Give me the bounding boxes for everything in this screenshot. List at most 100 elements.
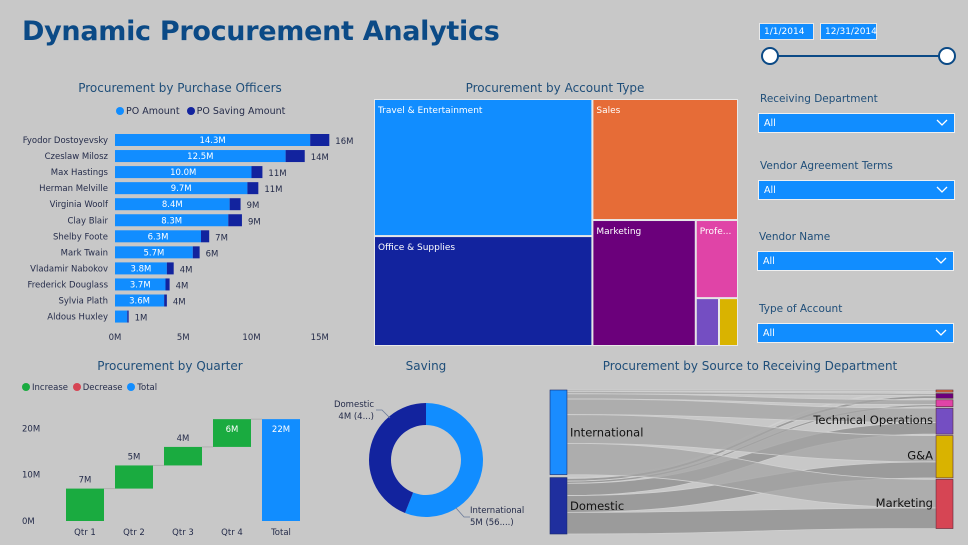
po-amount-bar	[115, 182, 248, 195]
end-date-input[interactable]: 12/31/2014	[820, 23, 877, 40]
page-title: Dynamic Procurement Analytics	[22, 16, 500, 47]
po-amount-data-label: 6.3M	[148, 232, 169, 242]
bar-data-label: 7M	[79, 476, 92, 486]
y-axis-tick-label: 0M	[22, 517, 35, 527]
legend-po-amount: PO Amount	[126, 106, 180, 117]
treemap-tile	[374, 236, 593, 347]
bar-data-label: 4M	[177, 434, 190, 444]
type-of-account-value: All	[763, 328, 775, 339]
vendor-name-value: All	[763, 256, 775, 267]
receiving-department-dropdown[interactable]: All	[758, 113, 955, 133]
x-axis-tick-label: Qtr 2	[123, 528, 145, 538]
treemap-tile	[718, 298, 739, 346]
quarter-legend: Increase Decrease Total	[22, 383, 157, 393]
total-data-label: 16M	[335, 137, 353, 147]
total-data-label: 4M	[176, 281, 189, 291]
receiving-department-label: Receiving Department	[760, 93, 878, 105]
sankey-links	[566, 389, 937, 535]
treemap-tile-label: Marketing	[596, 227, 641, 237]
leader-line	[376, 409, 391, 419]
y-axis-tick-label: 20M	[22, 424, 40, 434]
legend-increase: Increase	[32, 383, 68, 393]
officer-name-label: Shelby Foote	[53, 232, 108, 242]
sankey-source-label: Domestic	[570, 499, 624, 513]
donut-slice-domestic	[369, 403, 426, 513]
po-amount-data-label: 3.7M	[130, 280, 151, 290]
date-range-track[interactable]	[770, 55, 947, 57]
y-axis-tick-label: 10M	[22, 471, 40, 481]
total-data-label: 11M	[268, 169, 286, 179]
date-range-end-handle[interactable]	[938, 47, 956, 65]
vendor-agreement-terms-dropdown[interactable]: All	[758, 180, 955, 200]
type-of-account-label: Type of Account	[759, 303, 843, 315]
po-amount-data-label: 8.3M	[161, 216, 182, 226]
sankey-target-node	[935, 435, 954, 479]
legend-dot-po-amount	[116, 107, 124, 115]
bar-data-label: 5M	[128, 452, 141, 462]
po-saving-bar	[310, 134, 330, 146]
increase-bar	[213, 419, 251, 447]
increase-bar	[66, 488, 104, 521]
po-amount-data-label: 12.5M	[187, 152, 213, 162]
officer-name-label: Czeslaw Milosz	[45, 152, 109, 162]
type-of-account-dropdown[interactable]: All	[757, 323, 954, 343]
legend-po-saving: PO Saving Amount	[196, 106, 286, 117]
legend-dot-po-saving	[186, 107, 195, 115]
start-date-input[interactable]: 1/1/2014	[759, 23, 814, 40]
treemap-tile	[592, 220, 696, 346]
total-data-label: 7M	[215, 233, 228, 243]
sankey-target-label: G&A	[907, 449, 933, 463]
sankey-target-label: Technical Operations	[812, 413, 933, 427]
chevron-down-icon	[935, 329, 947, 336]
po-amount-bar	[115, 150, 286, 163]
officer-name-label: Sylvia Plath	[58, 297, 108, 307]
po-amount-bar	[115, 134, 311, 146]
x-axis-tick-label: 15M	[311, 333, 329, 343]
legend-dot-increase	[22, 383, 30, 391]
po-saving-bar	[127, 310, 129, 323]
officer-name-label: Clay Blair	[68, 216, 109, 226]
total-bar	[262, 419, 300, 521]
donut-label-value: 5M (56....)	[470, 518, 514, 528]
source-to-department-sankey: International Domestic Technical Operation…	[549, 389, 954, 535]
po-amount-data-label: 8.4M	[162, 200, 183, 210]
vendor-agreement-terms-value: All	[764, 185, 776, 196]
po-amount-bar	[115, 310, 128, 323]
sankey-target-node	[935, 399, 954, 407]
sankey-source-node	[549, 477, 568, 535]
donut-slice-international	[405, 403, 484, 517]
po-amount-data-label: 3.6M	[129, 297, 150, 307]
sankey-target-node	[935, 407, 954, 435]
officer-name-label: Virginia Woolf	[50, 200, 109, 210]
officer-name-label: Frederick Douglass	[27, 280, 108, 290]
po-amount-bar	[115, 262, 167, 275]
x-axis-tick-label: Total	[270, 528, 291, 538]
x-axis-tick-label: 5M	[177, 333, 190, 343]
treemap-tile	[695, 298, 719, 346]
x-axis-tick-label: Qtr 1	[74, 528, 96, 538]
account-type-chart-title: Procurement by Account Type	[465, 81, 645, 95]
po-saving-bar	[192, 246, 200, 259]
treemap-tile	[374, 99, 593, 237]
vendor-name-dropdown[interactable]: All	[757, 251, 954, 271]
po-amount-data-label: 10.0M	[170, 168, 196, 178]
officer-name-label: Herman Melville	[39, 184, 108, 194]
donut-label-name: Domestic	[334, 400, 374, 410]
legend-dot-decrease	[72, 383, 81, 391]
sankey-target-label: Marketing	[876, 496, 933, 510]
legend-dot-total	[127, 383, 136, 391]
po-saving-bar	[165, 278, 170, 291]
total-data-label: 1M	[135, 314, 148, 324]
date-range-start-handle[interactable]	[761, 47, 779, 65]
chevron-down-icon	[936, 186, 948, 193]
chevron-down-icon	[935, 257, 947, 264]
sankey-source-label: International	[570, 425, 643, 439]
legend-decrease: Decrease	[82, 383, 123, 393]
po-saving-bar	[285, 150, 305, 163]
saving-chart-title: Saving	[405, 359, 447, 373]
po-saving-bar	[229, 198, 241, 211]
treemap-tile	[695, 220, 738, 299]
po-amount-bar	[115, 166, 252, 179]
officers-chart-title: Procurement by Purchase Officers	[78, 81, 282, 95]
sankey-chart-title: Procurement by Source to Receiving Depar…	[602, 359, 898, 373]
